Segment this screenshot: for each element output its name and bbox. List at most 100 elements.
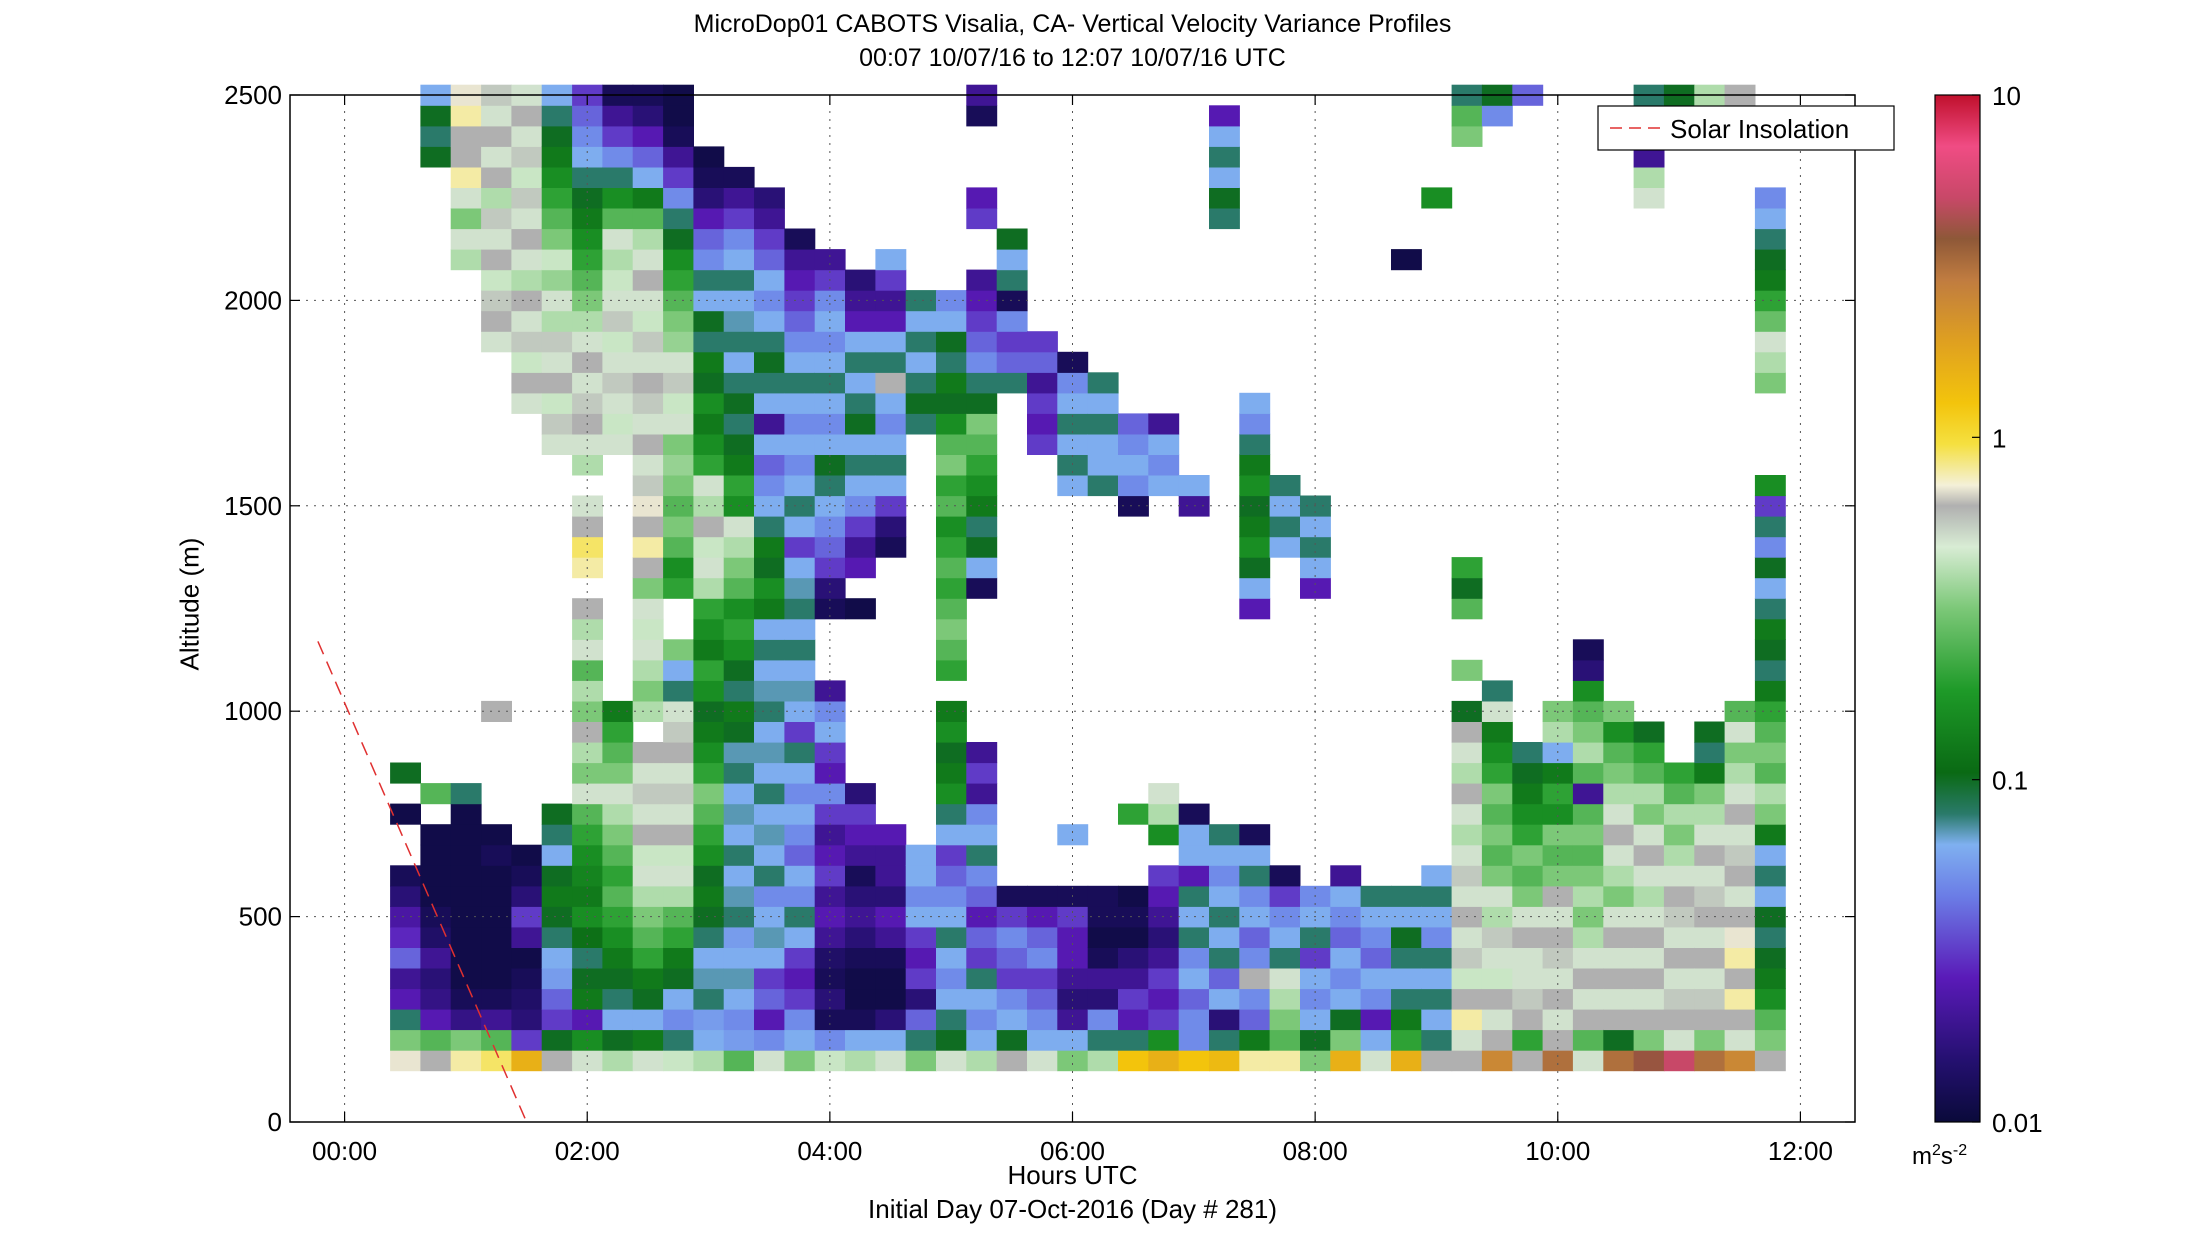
heatmap-cell bbox=[572, 146, 603, 168]
heatmap-cell bbox=[845, 475, 876, 497]
heatmap-cell bbox=[511, 351, 543, 373]
heatmap-cell bbox=[632, 310, 664, 332]
heatmap-cell bbox=[632, 926, 664, 948]
heatmap-cell bbox=[754, 392, 785, 414]
heatmap-cell bbox=[1512, 968, 1544, 990]
y-tick-label: 2000 bbox=[224, 285, 282, 315]
heatmap-cell bbox=[1421, 865, 1453, 887]
heatmap-cell bbox=[936, 1009, 967, 1031]
heatmap-cell bbox=[814, 331, 846, 353]
colorbar bbox=[1934, 94, 1981, 1123]
heatmap-cell bbox=[1694, 803, 1726, 825]
heatmap-cell bbox=[420, 968, 452, 990]
heatmap-cell bbox=[1694, 1050, 1726, 1072]
heatmap-cell bbox=[663, 557, 694, 579]
heatmap-cell bbox=[663, 926, 694, 948]
heatmap-cell bbox=[572, 947, 603, 969]
heatmap-cell bbox=[632, 885, 664, 907]
heatmap-cell bbox=[1603, 865, 1635, 887]
heatmap-cell bbox=[1057, 1050, 1089, 1072]
heatmap-cell bbox=[784, 618, 816, 640]
heatmap-cell bbox=[1542, 865, 1574, 887]
heatmap-cell bbox=[845, 783, 876, 805]
heatmap-cell bbox=[845, 372, 876, 394]
heatmap-cell bbox=[1724, 968, 1756, 990]
heatmap-cell bbox=[663, 228, 694, 250]
heatmap-cell bbox=[541, 208, 573, 230]
heatmap-cell bbox=[1754, 208, 1786, 230]
heatmap-cell bbox=[1754, 865, 1786, 887]
heatmap-cell bbox=[784, 495, 816, 517]
heatmap-cell bbox=[1087, 885, 1119, 907]
heatmap-cell bbox=[784, 351, 816, 373]
heatmap-cell bbox=[845, 392, 876, 414]
heatmap-cell bbox=[511, 269, 543, 291]
heatmap-cell bbox=[1118, 926, 1149, 948]
heatmap-cell bbox=[814, 536, 846, 558]
heatmap-cell bbox=[1239, 968, 1271, 990]
heatmap-cell bbox=[1481, 105, 1513, 127]
heatmap-cell bbox=[1209, 1050, 1240, 1072]
heatmap-cell bbox=[663, 659, 694, 681]
heatmap-cell bbox=[1694, 824, 1726, 846]
heatmap-cell bbox=[390, 988, 421, 1010]
heatmap-cell bbox=[966, 454, 998, 476]
heatmap-cell bbox=[845, 557, 876, 579]
heatmap-cell bbox=[1481, 700, 1513, 722]
heatmap-cell bbox=[632, 598, 664, 620]
heatmap-cell bbox=[1724, 906, 1756, 928]
heatmap-cell bbox=[1421, 885, 1453, 907]
heatmap-cell bbox=[481, 824, 512, 846]
heatmap-cell bbox=[784, 557, 816, 579]
heatmap-cell bbox=[936, 618, 967, 640]
heatmap-cell bbox=[1209, 824, 1240, 846]
heatmap-cell bbox=[1087, 906, 1119, 928]
heatmap-cell bbox=[481, 947, 512, 969]
heatmap-cell bbox=[481, 906, 512, 928]
heatmap-cell bbox=[1633, 906, 1665, 928]
heatmap-cell bbox=[875, 885, 907, 907]
heatmap-cell bbox=[1391, 988, 1422, 1010]
heatmap-cell bbox=[1269, 906, 1301, 928]
heatmap-cell bbox=[693, 844, 725, 866]
heatmap-cell bbox=[966, 331, 998, 353]
heatmap-cell bbox=[663, 721, 694, 743]
heatmap-cell bbox=[1603, 803, 1635, 825]
heatmap-cell bbox=[632, 166, 664, 188]
heatmap-cell bbox=[420, 146, 452, 168]
heatmap-cell bbox=[875, 331, 907, 353]
heatmap-cell bbox=[1330, 968, 1362, 990]
heatmap-cell bbox=[450, 803, 482, 825]
heatmap-cell bbox=[966, 290, 998, 312]
heatmap-cell bbox=[663, 865, 694, 887]
heatmap-cell bbox=[814, 433, 846, 455]
heatmap-cell bbox=[1694, 762, 1726, 784]
heatmap-cell bbox=[1330, 1050, 1362, 1072]
heatmap-cell bbox=[996, 906, 1028, 928]
heatmap-cell bbox=[966, 557, 998, 579]
heatmap-cell bbox=[905, 310, 937, 332]
heatmap-cell bbox=[966, 803, 998, 825]
heatmap-cell bbox=[845, 413, 876, 435]
heatmap-cell bbox=[511, 146, 543, 168]
heatmap-cell bbox=[390, 803, 421, 825]
heatmap-cell bbox=[1663, 762, 1695, 784]
heatmap-cell bbox=[511, 105, 543, 127]
heatmap-cell bbox=[754, 721, 785, 743]
heatmap-cell bbox=[1027, 433, 1058, 455]
heatmap-cell bbox=[1542, 968, 1574, 990]
heatmap-cell bbox=[632, 906, 664, 928]
heatmap-cell bbox=[723, 598, 755, 620]
heatmap-cell bbox=[723, 844, 755, 866]
heatmap-cell bbox=[450, 1029, 482, 1051]
heatmap-cell bbox=[663, 125, 694, 147]
heatmap-cell bbox=[420, 988, 452, 1010]
heatmap-cell bbox=[693, 803, 725, 825]
heatmap-cell bbox=[602, 331, 634, 353]
heatmap-cell bbox=[966, 310, 998, 332]
heatmap-cell bbox=[1754, 1029, 1786, 1051]
heatmap-cell bbox=[1572, 885, 1604, 907]
heatmap-cell bbox=[875, 454, 907, 476]
heatmap-cell bbox=[754, 598, 785, 620]
heatmap-cell bbox=[723, 392, 755, 414]
